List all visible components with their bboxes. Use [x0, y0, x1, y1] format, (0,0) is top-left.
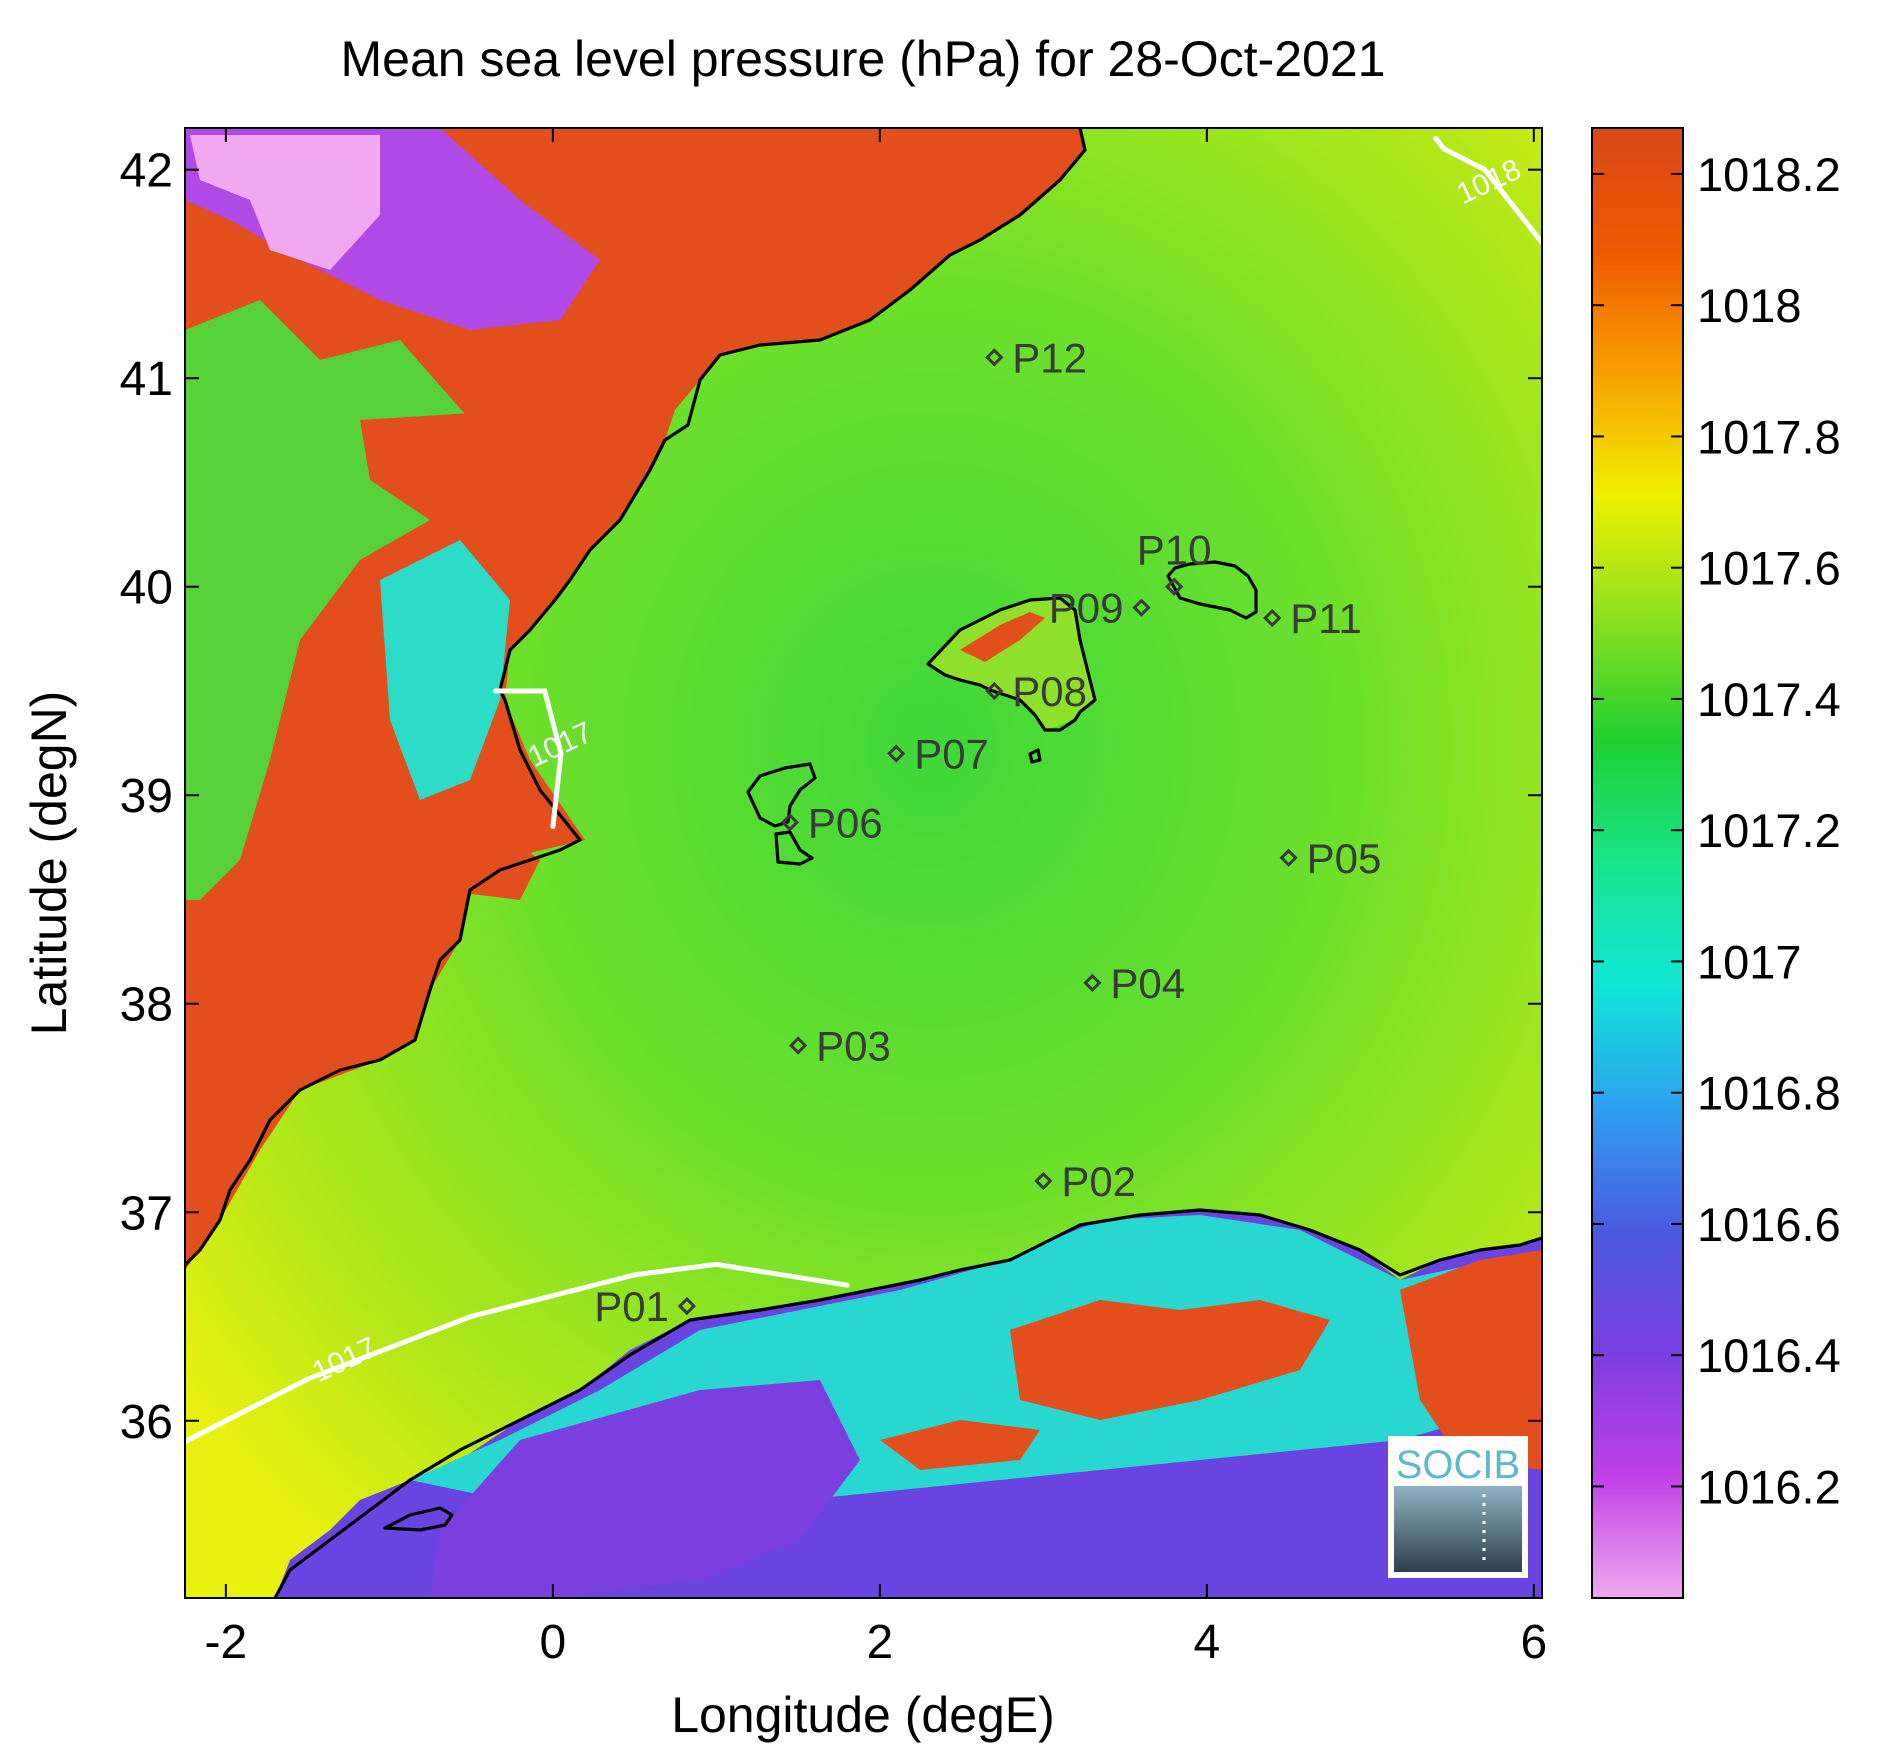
colorbar-tick-label: 1018: [1697, 279, 1802, 332]
colorbar-tick-label: 1017.8: [1697, 410, 1841, 463]
land-pressure-field: [185, 128, 1542, 1598]
station-label: P06: [808, 799, 883, 846]
colorbar-tick-label: 1018.2: [1697, 148, 1841, 201]
station-marker: [1165, 577, 1184, 596]
land-orange-southeast: [410, 830, 540, 900]
coastline-cabrera: [1028, 748, 1042, 764]
island-mallorca-ridge: [960, 612, 1045, 662]
station-label: P05: [1307, 835, 1382, 882]
station-label: P11: [1290, 595, 1362, 642]
station-marker: [1034, 1171, 1053, 1191]
x-tick-label: -2: [205, 1616, 248, 1669]
logo-text: SOCIB: [1396, 1443, 1520, 1487]
land-africa-orange-hills: [1010, 1300, 1330, 1420]
colorbar-tick-label: 1017.2: [1697, 804, 1841, 857]
isobar-line: [493, 688, 564, 829]
coastline-formentera: [774, 830, 814, 866]
colorbar: 1016.2 1016.4 1016.6 1016.8 1017 1017.2 1017.4…: [1591, 127, 1841, 1599]
x-axis-label: Longitude (degE): [671, 1687, 1055, 1743]
isobar-line: [1433, 135, 1542, 246]
coastlines: [185, 128, 1542, 1598]
land-africa-violet-lowland: [430, 1380, 860, 1598]
y-axis-label: Latitude (degN): [21, 691, 77, 1036]
y-tick-label: 37: [120, 1187, 173, 1240]
x-tick-label: 6: [1520, 1616, 1547, 1669]
island-mallorca-field: [928, 598, 1095, 730]
station-label: P10: [1137, 527, 1212, 574]
plot-frame: [184, 127, 1543, 1599]
y-tick-label: 39: [120, 770, 173, 823]
station-marker: [1263, 608, 1282, 628]
station-marker: [788, 1036, 808, 1055]
colorbar-tick-label: 1017: [1697, 935, 1802, 988]
coastline-iberia: [185, 128, 1087, 1267]
land-pink-peaks: [190, 135, 380, 270]
station-label: P12: [1012, 334, 1087, 381]
station-marker: [887, 744, 906, 763]
logo-water-graphic: [1394, 1486, 1522, 1572]
x-tick-label: 4: [1193, 1616, 1220, 1669]
station-marker: [677, 1296, 697, 1316]
y-tick-label: 42: [120, 145, 173, 198]
station-label: P01: [594, 1283, 669, 1330]
colorbar-tick-label: 1017.4: [1697, 673, 1841, 726]
socib-logo: SOCIB: [1388, 1436, 1528, 1578]
land-africa-orange-east: [1400, 1250, 1542, 1470]
station-label: P03: [816, 1022, 891, 1069]
station-label: P02: [1061, 1158, 1136, 1205]
station-marker: [1083, 973, 1102, 993]
x-tick-label: 2: [866, 1616, 893, 1669]
y-tick-label: 41: [120, 353, 173, 406]
colorbar-tick-label: 1017.6: [1697, 542, 1841, 595]
colorbar-tick-label: 1016.4: [1697, 1329, 1841, 1382]
station-marker: [985, 681, 1004, 701]
isobar-line: [185, 1261, 850, 1445]
y-tick-label: 40: [120, 562, 173, 615]
colorbar-fill: [1592, 128, 1683, 1598]
chart-title: Mean sea level pressure (hPa) for 28-Oct…: [341, 31, 1386, 87]
coastline-alboran-island: [383, 1506, 454, 1532]
coastline-mallorca: [926, 596, 1097, 732]
station-marker: [1279, 848, 1298, 867]
land-cyan-plateau: [380, 540, 510, 800]
station-marker: [985, 348, 1004, 367]
coastline-menorca: [1166, 560, 1258, 620]
colorbar-tick-label: 1016.8: [1697, 1067, 1841, 1120]
colorbar-tick-label: 1016.6: [1697, 1198, 1841, 1251]
station-label: P08: [1012, 668, 1087, 715]
station-markers: P01 P02 P03 P04 P05 P06 P07 P08 P09 P10 P11 P12: [594, 334, 1381, 1330]
station-label: P04: [1110, 960, 1185, 1007]
y-tick-label: 38: [120, 979, 173, 1032]
land-africa-orange-spots: [880, 1420, 1040, 1470]
x-tick-label: 0: [540, 1616, 567, 1669]
station-marker: [1132, 598, 1151, 617]
axis-ticks: -2 0 2 4 6 36 37 38 39 40 41 42: [120, 128, 1547, 1669]
coastline-ibiza: [746, 762, 817, 828]
colorbar-tick-label: 1016.2: [1697, 1460, 1841, 1513]
colorbar-frame: [1591, 127, 1684, 1599]
station-label: P09: [1049, 585, 1124, 632]
coastline-north-africa: [273, 1208, 1542, 1598]
station-label: P07: [914, 731, 989, 778]
y-tick-label: 36: [120, 1396, 173, 1449]
station-marker: [780, 813, 800, 832]
land-orange-ridge: [360, 410, 600, 540]
